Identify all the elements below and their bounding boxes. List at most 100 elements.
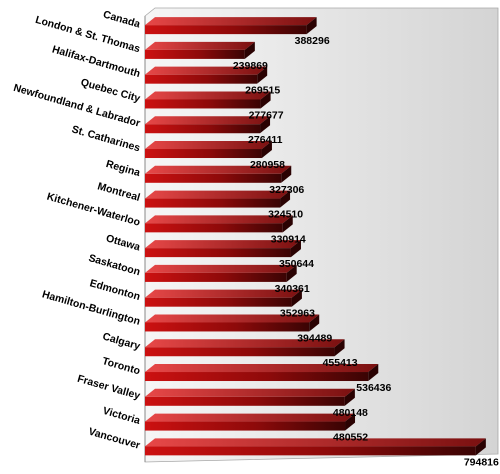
bar-top-face <box>145 165 292 174</box>
value-label-london-and-st-thomas: 239869 <box>233 60 268 72</box>
bar-hamilton-burlington <box>145 314 320 332</box>
bar-end-face <box>290 240 301 258</box>
bar-vancouver <box>145 438 486 456</box>
bar-top-face <box>145 240 301 249</box>
category-label-toronto: Toronto <box>101 355 142 377</box>
bar-end-face <box>260 91 271 109</box>
value-label-ottawa: 350644 <box>279 258 314 270</box>
category-label-calgary: Calgary <box>101 330 141 352</box>
value-label-halifax-dartmouth: 269515 <box>245 85 280 97</box>
value-labels: 388296 239869 269515 277677 276411 280958 3273… <box>233 35 499 468</box>
bar-front-face <box>145 297 292 307</box>
bar-front-face <box>145 421 346 431</box>
value-label-canada: 388296 <box>295 35 330 47</box>
bar-end-face <box>282 215 293 233</box>
bar-end-face <box>368 364 379 382</box>
bar-ottawa <box>145 240 301 258</box>
bar-top-face <box>145 17 317 26</box>
bar-top-face <box>145 413 356 422</box>
bar-end-face <box>306 17 317 35</box>
bar-end-face <box>334 339 345 357</box>
bar-front-face <box>145 372 369 382</box>
bar-front-face <box>145 347 335 357</box>
bar-top-face <box>145 116 271 125</box>
bar-end-face <box>286 264 297 282</box>
bar-top-face <box>145 41 255 50</box>
bar-newfoundland-and-labrador <box>145 116 271 134</box>
bar-top-face <box>145 215 293 224</box>
bar-saskatoon <box>145 264 297 282</box>
bar-front-face <box>145 223 283 233</box>
bar-front-face <box>145 173 282 183</box>
category-label-montreal: Montreal <box>96 180 141 204</box>
bar-end-face <box>281 165 292 183</box>
bar-front-face <box>145 446 476 456</box>
bar-end-face <box>257 66 268 84</box>
bar-end-face <box>291 289 302 307</box>
value-label-calgary: 455413 <box>323 357 358 369</box>
category-label-st-catharines: St. Catharines <box>70 123 141 154</box>
bar-top-face <box>145 190 291 199</box>
bar-front-face <box>145 149 262 159</box>
bar-end-face <box>344 388 355 406</box>
value-label-kitchener-waterloo: 330914 <box>271 233 306 245</box>
category-label-vancouver: Vancouver <box>87 426 141 452</box>
bar-front-face <box>145 49 245 59</box>
bar-front-face <box>145 99 261 109</box>
bar-victoria <box>145 413 356 431</box>
category-label-victoria: Victoria <box>101 405 141 427</box>
category-label-quebec-city: Quebec City <box>79 76 141 104</box>
bar-montreal <box>145 190 291 208</box>
bar-front-face <box>145 272 287 282</box>
category-label-regina: Regina <box>105 158 142 179</box>
bar-top-face <box>145 66 268 75</box>
bar-front-face <box>145 396 345 406</box>
bar-canada <box>145 17 317 35</box>
value-label-fraser-valley: 480148 <box>333 407 368 419</box>
value-label-hamilton-burlington: 394489 <box>297 332 332 344</box>
bar-end-face <box>244 41 255 59</box>
value-label-quebec-city: 277677 <box>249 109 284 121</box>
bar-front-face <box>145 74 258 84</box>
bar-end-face <box>280 190 291 208</box>
bar-top-face <box>145 314 320 323</box>
bar-quebec-city <box>145 91 271 109</box>
bar-front-face <box>145 25 307 35</box>
bar-end-face <box>345 413 356 431</box>
value-label-vancouver: 794816 <box>464 456 499 468</box>
category-label-canada: Canada <box>102 9 142 31</box>
bar-top-face <box>145 364 379 373</box>
bar-front-face <box>145 198 281 208</box>
value-label-regina: 327306 <box>269 184 304 196</box>
bar-end-face <box>475 438 486 456</box>
bar-london-and-st-thomas <box>145 41 255 59</box>
bar-end-face <box>260 116 271 134</box>
bar-top-face <box>145 339 345 348</box>
category-label-fraser-valley: Fraser Valley <box>76 373 142 402</box>
category-label-ottawa: Ottawa <box>105 232 142 253</box>
bar-top-face <box>145 289 302 298</box>
bar-fraser-valley <box>145 388 355 406</box>
value-label-st-catharines: 280958 <box>250 159 285 171</box>
category-label-saskatoon: Saskatoon <box>87 252 141 278</box>
bar-top-face <box>145 141 272 150</box>
bar-calgary <box>145 339 345 357</box>
bar-top-face <box>145 264 297 273</box>
bar-end-face <box>261 141 272 159</box>
value-label-newfoundland-and-labrador: 276411 <box>248 134 283 146</box>
value-label-saskatoon: 340361 <box>275 283 310 295</box>
bar-top-face <box>145 388 355 397</box>
bar-halifax-dartmouth <box>145 66 268 84</box>
bar-front-face <box>145 322 310 332</box>
bar-end-face <box>309 314 320 332</box>
bar-regina <box>145 165 292 183</box>
value-label-toronto: 536436 <box>356 382 391 394</box>
bar-front-face <box>145 124 261 134</box>
bars-group <box>145 17 486 456</box>
bar-top-face <box>145 438 486 447</box>
value-label-victoria: 480552 <box>333 432 368 444</box>
bar-kitchener-waterloo <box>145 215 293 233</box>
bar-st-catharines <box>145 141 272 159</box>
